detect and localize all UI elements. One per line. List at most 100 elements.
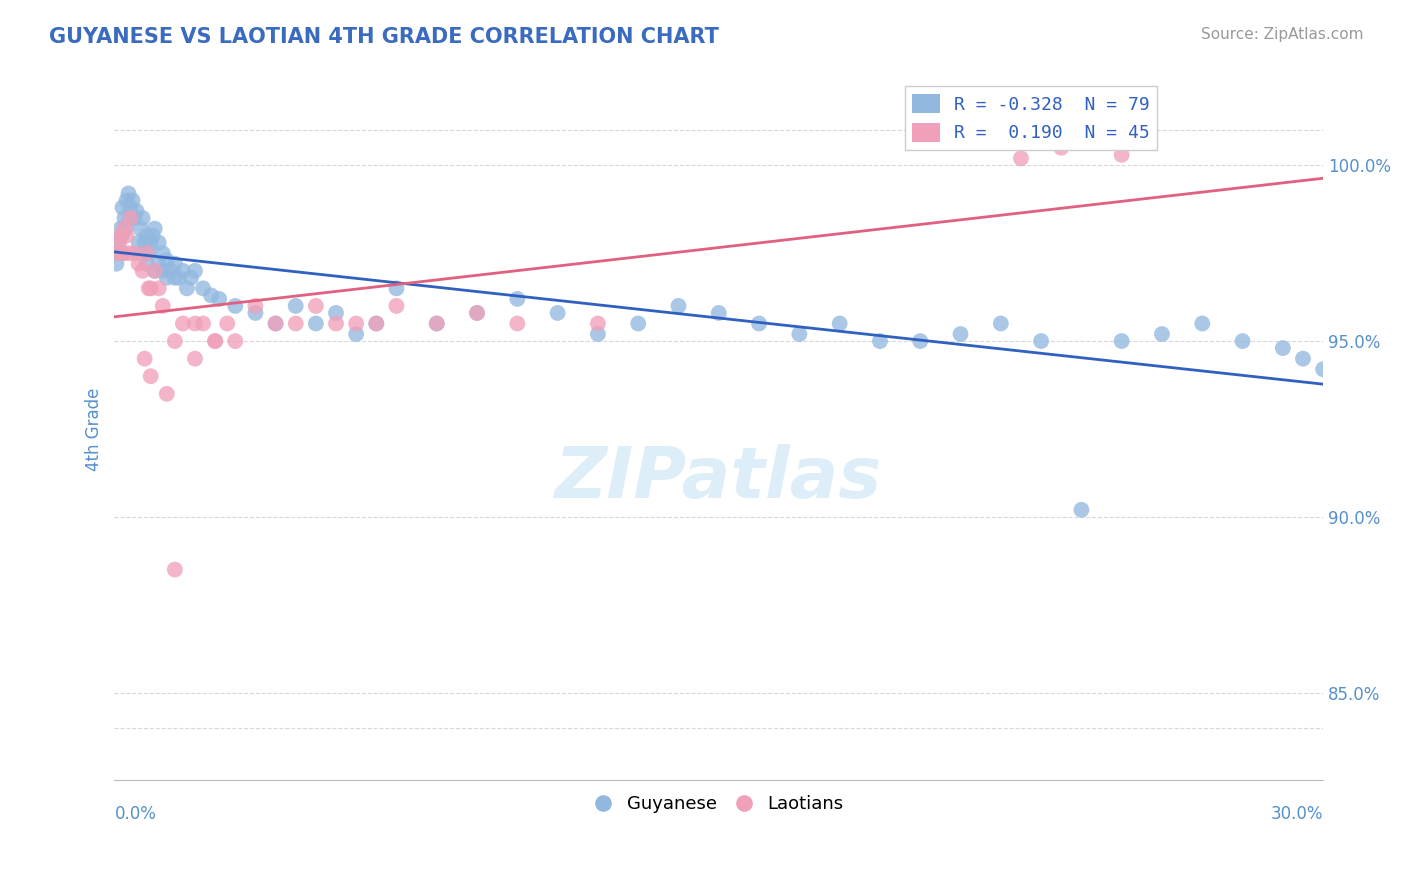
Point	[143, 264, 166, 278]
Point	[111, 246, 134, 260]
Point	[200, 288, 222, 302]
Point	[668, 299, 690, 313]
Point	[115, 194, 138, 208]
Point	[108, 235, 131, 250]
Point	[506, 292, 529, 306]
Point	[366, 317, 388, 331]
Point	[1271, 341, 1294, 355]
Text: 30.0%: 30.0%	[1271, 805, 1323, 823]
Legend: Guyanese, Laotians: Guyanese, Laotians	[586, 789, 851, 821]
Point	[125, 204, 148, 219]
Point	[180, 270, 202, 285]
Point	[163, 563, 186, 577]
Point	[128, 257, 150, 271]
Text: 0.0%: 0.0%	[114, 805, 156, 823]
Point	[176, 281, 198, 295]
Text: ZIPatlas: ZIPatlas	[555, 443, 883, 513]
Point	[366, 317, 388, 331]
Point	[107, 235, 129, 250]
Point	[1050, 141, 1073, 155]
Point	[139, 369, 162, 384]
Point	[264, 317, 287, 331]
Point	[224, 334, 246, 348]
Point	[131, 211, 153, 225]
Point	[114, 221, 136, 235]
Point	[385, 299, 408, 313]
Point	[627, 317, 650, 331]
Point	[139, 235, 162, 250]
Point	[117, 186, 139, 201]
Point	[204, 334, 226, 348]
Point	[217, 317, 239, 331]
Point	[586, 317, 609, 331]
Point	[138, 281, 160, 295]
Point	[135, 246, 157, 260]
Point	[134, 235, 156, 250]
Point	[506, 317, 529, 331]
Point	[586, 326, 609, 341]
Point	[1111, 148, 1133, 162]
Point	[949, 326, 972, 341]
Point	[152, 246, 174, 260]
Point	[107, 246, 129, 260]
Point	[152, 299, 174, 313]
Point	[465, 306, 488, 320]
Text: GUYANESE VS LAOTIAN 4TH GRADE CORRELATION CHART: GUYANESE VS LAOTIAN 4TH GRADE CORRELATIO…	[49, 27, 718, 46]
Point	[344, 317, 367, 331]
Point	[748, 317, 770, 331]
Point	[869, 334, 891, 348]
Point	[204, 334, 226, 348]
Point	[163, 334, 186, 348]
Point	[105, 257, 128, 271]
Point	[131, 264, 153, 278]
Point	[547, 306, 569, 320]
Point	[305, 299, 328, 313]
Point	[284, 299, 307, 313]
Point	[172, 317, 194, 331]
Point	[111, 228, 134, 243]
Point	[184, 317, 207, 331]
Point	[385, 281, 408, 295]
Point	[152, 264, 174, 278]
Point	[284, 317, 307, 331]
Point	[1111, 334, 1133, 348]
Point	[114, 211, 136, 225]
Point	[124, 211, 146, 225]
Point	[111, 201, 134, 215]
Point	[325, 306, 347, 320]
Point	[118, 211, 141, 225]
Point	[1191, 317, 1213, 331]
Point	[139, 281, 162, 295]
Point	[184, 351, 207, 366]
Point	[143, 221, 166, 235]
Point	[707, 306, 730, 320]
Point	[191, 281, 214, 295]
Point	[1312, 362, 1334, 376]
Point	[208, 292, 231, 306]
Point	[1010, 151, 1032, 165]
Point	[148, 235, 170, 250]
Point	[114, 221, 136, 235]
Point	[135, 228, 157, 243]
Point	[1029, 334, 1052, 348]
Point	[120, 211, 142, 225]
Point	[1292, 351, 1315, 366]
Point	[910, 334, 932, 348]
Point	[148, 281, 170, 295]
Point	[159, 264, 181, 278]
Point	[305, 317, 328, 331]
Point	[172, 264, 194, 278]
Point	[344, 326, 367, 341]
Point	[191, 317, 214, 331]
Point	[224, 299, 246, 313]
Point	[134, 351, 156, 366]
Point	[163, 257, 186, 271]
Point	[128, 235, 150, 250]
Point	[156, 386, 179, 401]
Point	[115, 228, 138, 243]
Point	[110, 221, 132, 235]
Point	[148, 257, 170, 271]
Point	[142, 228, 165, 243]
Point	[1150, 326, 1173, 341]
Point	[264, 317, 287, 331]
